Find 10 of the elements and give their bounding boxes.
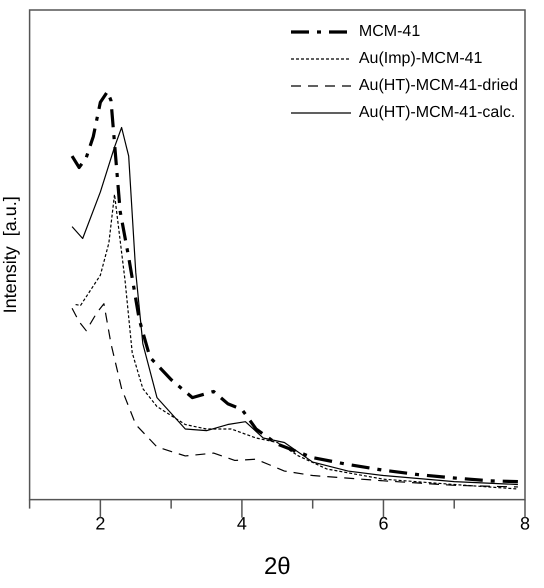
x-tick-label: 6	[378, 513, 388, 534]
y-axis-title: Intensity [a.u.]	[0, 196, 20, 314]
x-axis-title: 2θ	[264, 553, 291, 580]
x-tick-label: 8	[520, 513, 530, 534]
x-tick-label: 4	[236, 513, 247, 534]
legend-label: MCM-41	[358, 22, 420, 42]
legend-label: Au(HT)-MCM-41-calc.	[358, 103, 516, 123]
legend-label: Au(HT)-MCM-41-dried	[358, 76, 518, 96]
legend-label: Au(Imp)-MCM-41	[358, 49, 482, 69]
x-tick-label: 2	[95, 513, 106, 534]
